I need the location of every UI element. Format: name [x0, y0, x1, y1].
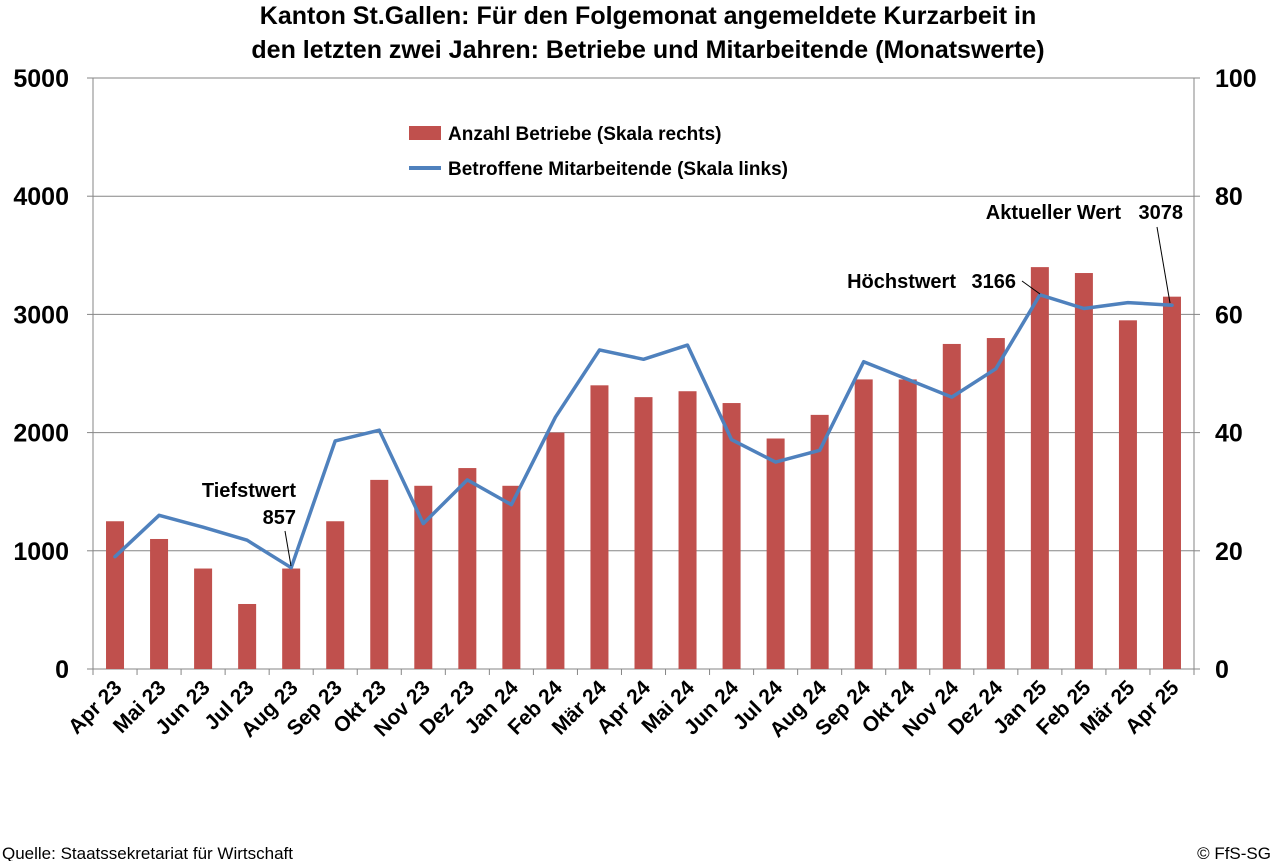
- bar: [810, 414, 829, 669]
- legend-label-line: Betroffene Mitarbeitende (Skala links): [448, 159, 788, 180]
- bar: [282, 568, 301, 669]
- line-point: [731, 439, 733, 441]
- line-point: [114, 556, 116, 558]
- right-tick-label: 40: [1215, 420, 1243, 448]
- source-note: Quelle: Staatssekretariat für Wirtschaft: [2, 844, 293, 861]
- annotation-max-value: 3166: [972, 271, 1017, 293]
- line-point: [598, 349, 600, 351]
- bar: [106, 521, 125, 669]
- right-tick-label: 0: [1215, 656, 1229, 684]
- bar: [194, 568, 213, 669]
- bar: [590, 385, 609, 669]
- line-point: [1083, 307, 1085, 309]
- line-point: [819, 449, 821, 451]
- bar-series: [106, 267, 1181, 669]
- bar: [898, 379, 917, 669]
- bar: [678, 391, 697, 669]
- bar: [1030, 267, 1049, 669]
- line-point: [1171, 304, 1173, 306]
- line-point: [510, 504, 512, 506]
- bar: [1074, 273, 1093, 669]
- bar: [238, 603, 257, 669]
- annotation-min-value: 857: [263, 507, 296, 529]
- line-point: [378, 429, 380, 431]
- legend: Anzahl Betriebe (Skala rechts) Betroffen…: [409, 124, 788, 180]
- bar: [766, 438, 785, 669]
- bar: [150, 538, 169, 669]
- chart-title-line2: den letzten zwei Jahren: Betriebe und Mi…: [251, 36, 1044, 64]
- line-point: [1039, 294, 1041, 296]
- right-axis: 0 20 40 60 80 100: [1215, 65, 1257, 684]
- annotation-min-leader: [284, 530, 292, 567]
- line-point: [466, 479, 468, 481]
- line-point: [951, 396, 953, 398]
- line-point: [158, 514, 160, 516]
- right-tick-label: 100: [1215, 65, 1257, 93]
- bar: [414, 485, 433, 669]
- line-point: [290, 567, 292, 569]
- bar: [326, 521, 345, 669]
- right-tick-label: 80: [1215, 183, 1243, 211]
- copyright-note: © FfS-SG: [1197, 844, 1271, 861]
- bar: [370, 479, 389, 669]
- left-axis: 0 1000 2000 3000 4000 5000: [13, 65, 69, 684]
- annotation-current-value: 3078: [1139, 202, 1184, 224]
- line-point: [643, 358, 644, 360]
- right-tick-label: 60: [1215, 301, 1243, 329]
- bar: [854, 379, 873, 669]
- line-point: [687, 344, 689, 346]
- right-tick-label: 20: [1215, 538, 1243, 566]
- left-tick-label: 4000: [13, 183, 69, 211]
- line-point: [863, 361, 865, 363]
- bar: [1118, 320, 1137, 669]
- left-tick-label: 2000: [13, 420, 69, 448]
- line-point: [202, 526, 204, 528]
- annotation-current-label: Aktueller Wert: [986, 202, 1122, 224]
- line-point: [775, 461, 777, 463]
- line-point: [246, 539, 248, 541]
- left-tick-label: 1000: [13, 538, 69, 566]
- bar: [1162, 296, 1181, 669]
- bar: [502, 485, 521, 669]
- annotations: Tiefstwert 857 Höchstwert 3166 Aktueller…: [202, 202, 1184, 567]
- bar: [546, 432, 565, 669]
- line-point: [907, 378, 909, 380]
- bar: [986, 338, 1005, 669]
- legend-swatch-bars: [409, 126, 441, 140]
- legend-label-bars: Anzahl Betriebe (Skala rechts): [448, 124, 721, 145]
- left-tick-label: 5000: [13, 65, 69, 93]
- left-tick-label: 0: [55, 656, 69, 684]
- left-tick-label: 3000: [13, 301, 69, 329]
- annotation-min-label: Tiefstwert: [202, 480, 296, 502]
- annotation-max-leader: [1021, 280, 1041, 295]
- bar: [942, 343, 961, 669]
- bar: [634, 397, 653, 669]
- line-point: [1127, 302, 1129, 304]
- line-point: [554, 416, 556, 418]
- bar: [722, 403, 741, 669]
- line-point: [334, 440, 336, 442]
- annotation-current-leader: [1156, 226, 1171, 304]
- line-point: [995, 368, 997, 370]
- bar: [458, 468, 477, 669]
- chart-title-line1: Kanton St.Gallen: Für den Folgemonat ang…: [260, 2, 1036, 30]
- annotation-max-label: Höchstwert: [847, 271, 956, 293]
- line-point: [422, 523, 424, 525]
- line-series: [113, 293, 1174, 570]
